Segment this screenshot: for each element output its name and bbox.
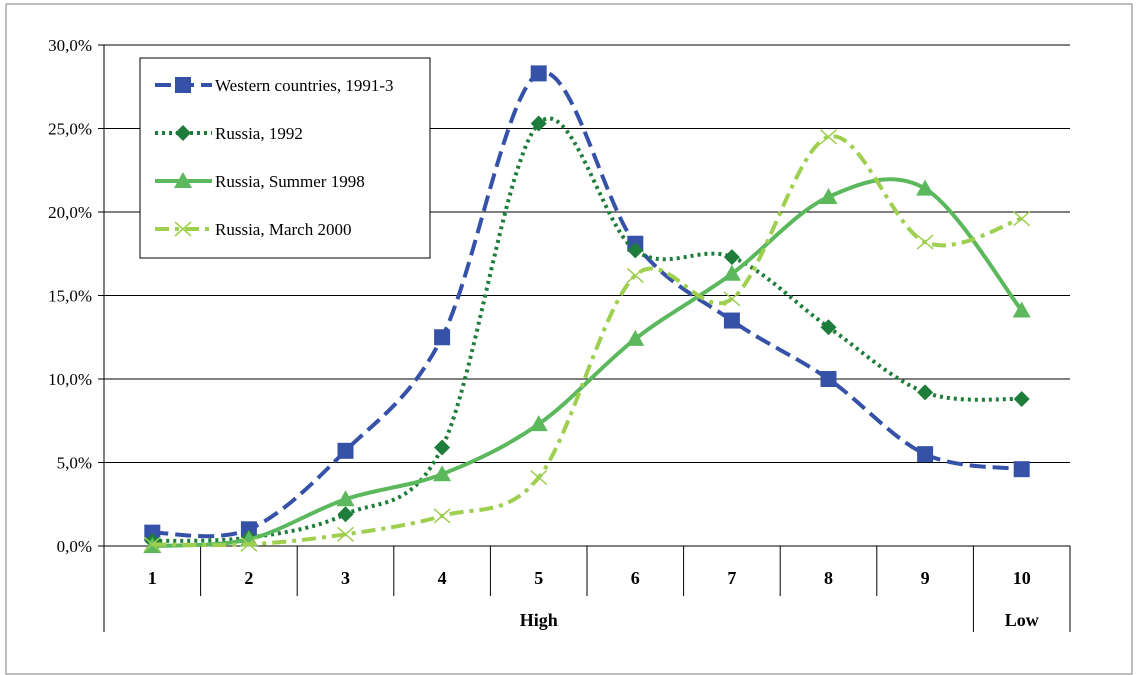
legend-item: Russia, March 2000 [155, 220, 351, 239]
data-point [627, 242, 644, 259]
series-group [143, 65, 1031, 553]
legend-item: Russia, 1992 [155, 124, 303, 143]
data-point [917, 384, 934, 401]
data-point [819, 187, 838, 204]
series-line [152, 70, 1023, 539]
legend-item: Western countries, 1991-3 [155, 76, 394, 95]
category-label: 2 [244, 568, 253, 588]
data-point [1012, 301, 1031, 318]
data-point [337, 506, 354, 523]
data-point [434, 329, 451, 346]
y-tick-label: 10,0% [48, 370, 92, 389]
data-point [1013, 461, 1030, 478]
category-label: 1 [148, 568, 157, 588]
data-point [433, 508, 451, 524]
y-tick-label: 0,0% [57, 537, 92, 556]
data-point [723, 312, 740, 329]
y-tick-label: 15,0% [48, 287, 92, 306]
category-label: 3 [341, 568, 350, 588]
category-label: 8 [824, 568, 833, 588]
data-point [723, 249, 740, 266]
data-point [530, 469, 548, 486]
data-point [1013, 391, 1030, 408]
data-point [916, 234, 934, 250]
legend-swatch-marker [175, 125, 191, 141]
data-point [723, 291, 741, 307]
data-point [240, 521, 257, 538]
data-point [1013, 211, 1031, 227]
data-point [626, 329, 645, 346]
series-4 [143, 129, 1031, 552]
category-label: 4 [438, 568, 447, 588]
data-point [820, 319, 837, 336]
series-line [152, 116, 1022, 543]
data-point [626, 267, 644, 284]
data-point [337, 526, 354, 542]
y-tick-label: 20,0% [48, 203, 92, 222]
data-point [917, 446, 934, 463]
legend-label: Western countries, 1991-3 [215, 76, 394, 95]
x-axis: 1 2 3 4 5 6 7 8 9 10 High Low [103, 545, 1071, 632]
legend-swatch-marker [175, 77, 191, 93]
data-point [144, 524, 161, 541]
data-point [530, 65, 547, 82]
series-line [152, 134, 1023, 548]
data-point [433, 465, 452, 482]
category-label: 7 [727, 568, 736, 588]
legend: Western countries, 1991-3 Russia, 1992 Rus… [139, 57, 431, 259]
y-axis: 0,0% 5,0% 10,0% 15,0% 20,0% 25,0% 30,0% [48, 36, 105, 556]
series-3 [143, 177, 1031, 553]
y-tick-label: 5,0% [57, 454, 92, 473]
category-label: 5 [534, 568, 543, 588]
category-label: 6 [631, 568, 640, 588]
legend-label: Russia, 1992 [215, 124, 303, 143]
data-point [916, 179, 935, 196]
data-point [240, 536, 258, 552]
data-point [530, 115, 547, 132]
legend-label: Russia, March 2000 [215, 220, 351, 239]
data-point [336, 490, 355, 507]
data-point [820, 371, 837, 387]
group-label-high: High [520, 610, 558, 630]
legend-swatch-marker [174, 172, 192, 188]
data-point [722, 264, 741, 281]
legend-item: Russia, Summer 1998 [155, 172, 365, 191]
legend-label: Russia, Summer 1998 [215, 172, 365, 191]
data-point [820, 129, 837, 145]
data-point [434, 439, 451, 456]
category-label: 10 [1013, 568, 1031, 588]
data-point [529, 415, 548, 432]
data-point [337, 442, 354, 459]
group-label-low: Low [1005, 610, 1039, 630]
y-tick-label: 30,0% [48, 36, 92, 55]
y-tick-label: 25,0% [48, 120, 92, 139]
data-point [143, 536, 161, 552]
category-label: 9 [921, 568, 930, 588]
series-line [152, 177, 1024, 548]
legend-swatch-marker [174, 221, 192, 237]
